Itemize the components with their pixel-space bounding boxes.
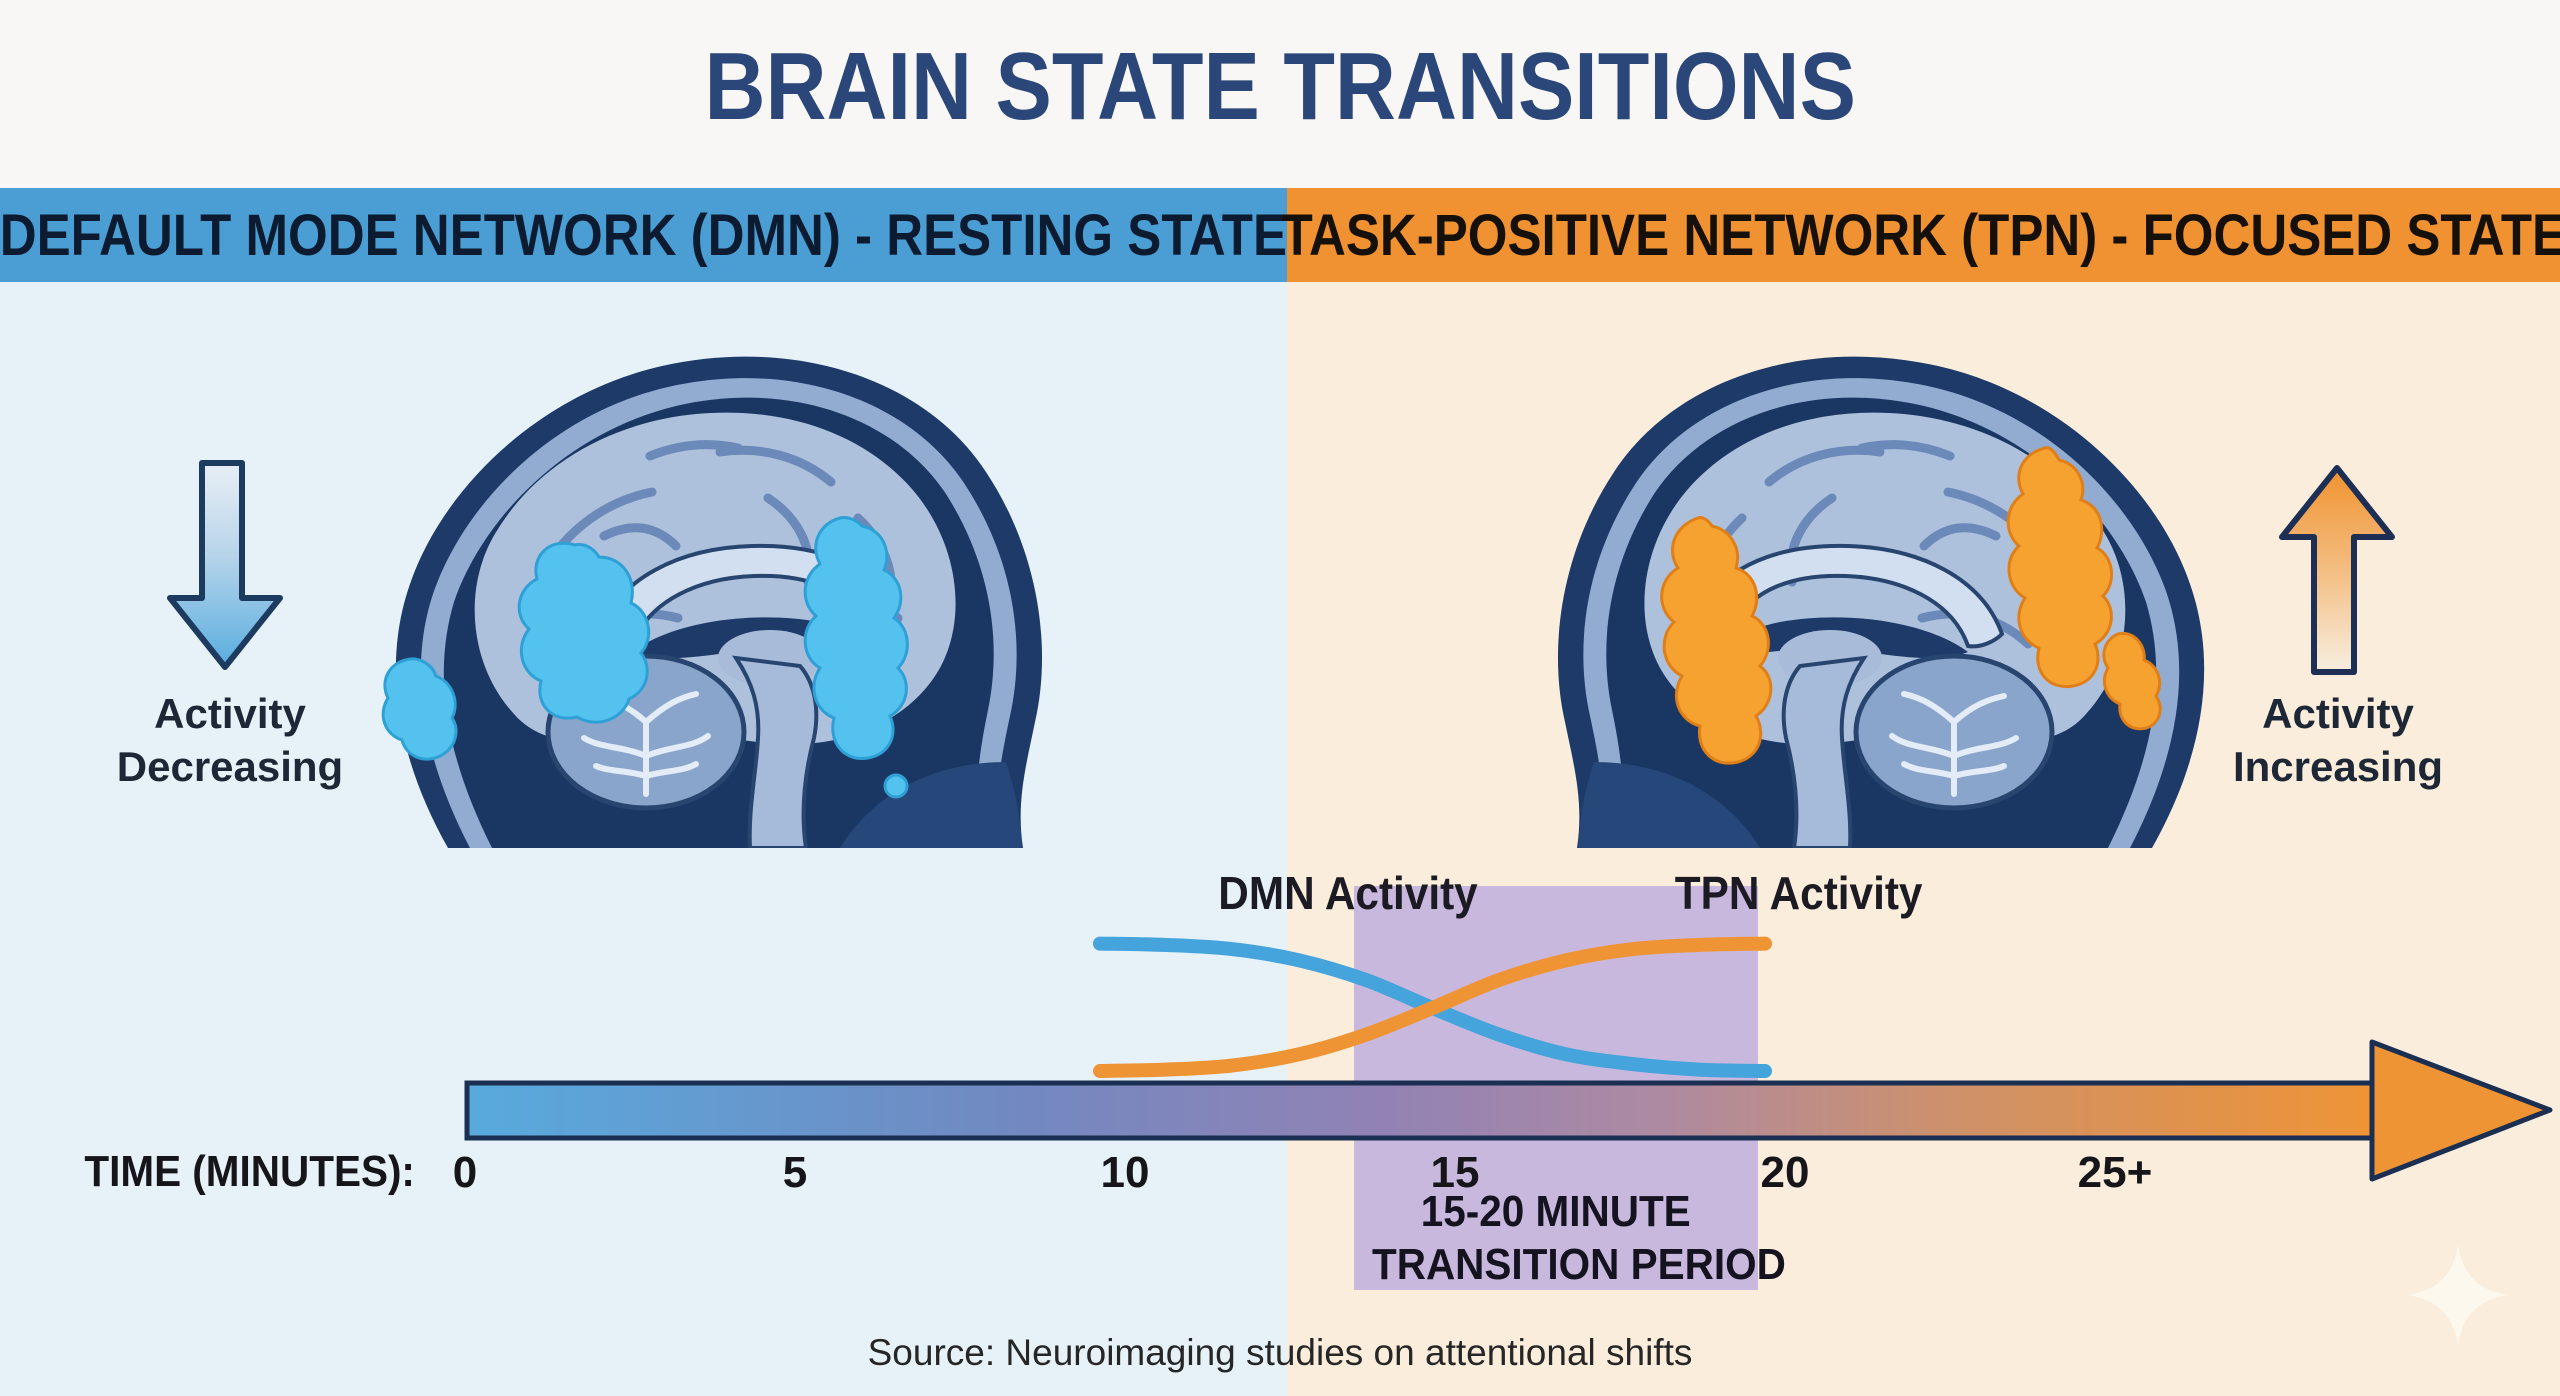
time-axis-title: TIME (MINUTES): (84, 1147, 415, 1196)
tpn-curve-label: TPN Activity (1674, 867, 1923, 919)
timeline-tick: 20 (1760, 1148, 1810, 1197)
dmn-activation-blobs (381, 516, 909, 799)
tpn-curve-label-wrap: TPN Activity (1664, 866, 1933, 920)
page-title: BRAIN STATE TRANSITIONS (0, 34, 2560, 140)
activity-decreasing-label: Activity Decreasing (116, 690, 344, 790)
transition-period-caption: 15-20 MINUTE TRANSITION PERIOD (1354, 1186, 1786, 1292)
tpn-header-band: TASK-POSITIVE NETWORK (TPN) - FOCUSED ST… (1281, 188, 2560, 282)
tpn-activation-blobs (1660, 446, 2162, 765)
activity-decreasing-arrow-icon (167, 460, 283, 670)
timeline-tick: 5 (782, 1148, 808, 1197)
transition-caption-line1: 15-20 MINUTE (1421, 1187, 1691, 1236)
dmn-brain-image (381, 286, 1100, 848)
timeline-tick: 0 (452, 1148, 478, 1197)
timeline-tick: 10 (1100, 1148, 1150, 1197)
dmn-header-label: DEFAULT MODE NETWORK (DMN) - RESTING STA… (0, 202, 1288, 268)
timeline-tick: 15 (1430, 1148, 1480, 1197)
tpn-activity-curve (1093, 936, 1772, 1078)
transition-caption-line2: TRANSITION PERIOD (1371, 1239, 1786, 1289)
tpn-header-label: TASK-POSITIVE NETWORK (TPN) - FOCUSED ST… (1281, 202, 2560, 268)
timeline-tick: 25+ (2077, 1148, 2153, 1197)
source-note: Source: Neuroimaging studies on attentio… (867, 1332, 1693, 1373)
activity-increasing-label: Activity Increasing (2232, 690, 2444, 790)
timeline-ticks: 0 5 10 15 20 25+ (0, 1148, 2560, 1208)
sparkle-icon (2408, 1245, 2508, 1345)
dmn-curve-label: DMN Activity (1218, 867, 1478, 919)
tpn-brain-image (1500, 286, 2300, 848)
dmn-curve-label-wrap: DMN Activity (1207, 866, 1489, 920)
activity-crossover-chart (1093, 936, 1772, 1078)
page-title-text: BRAIN STATE TRANSITIONS (704, 33, 1856, 140)
activity-increasing-arrow-icon (2279, 465, 2395, 675)
dmn-header-band: DEFAULT MODE NETWORK (DMN) - RESTING STA… (0, 188, 1287, 282)
timeline-arrow (464, 1039, 2553, 1182)
